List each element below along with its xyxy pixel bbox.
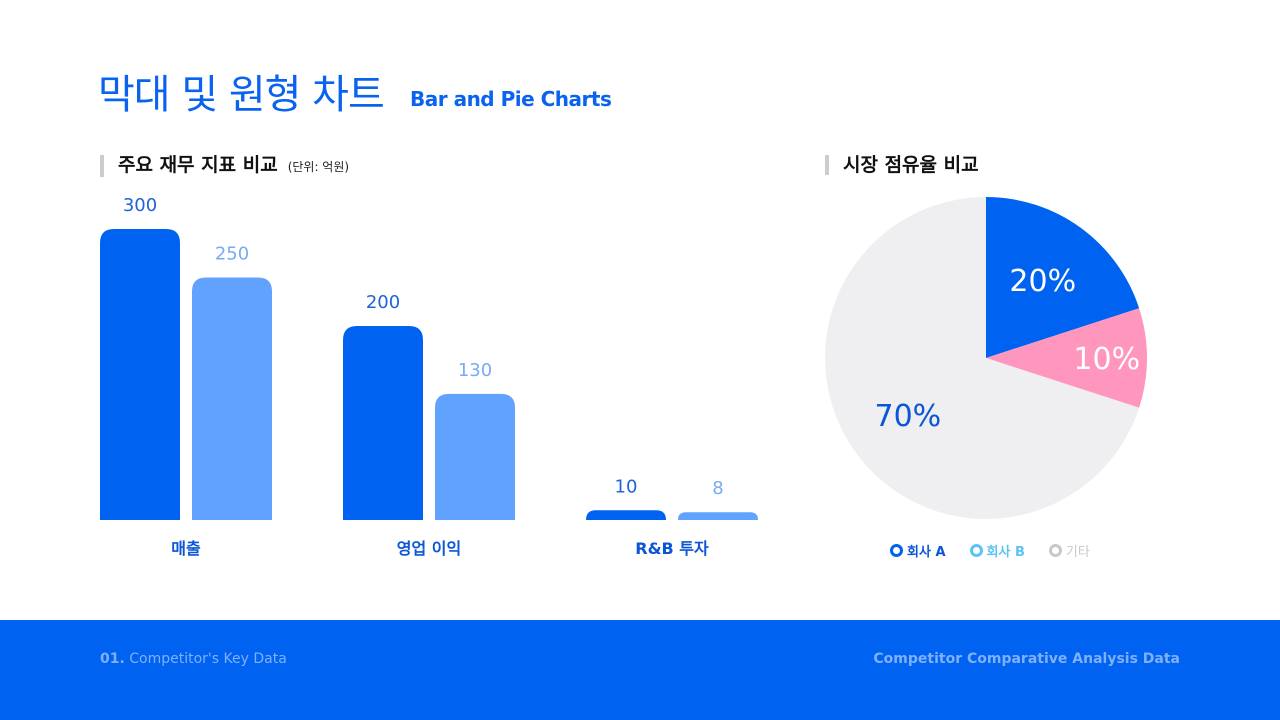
legend-item-b: 회사 B [969, 541, 1025, 560]
x-tick-label: 영업 이익 [397, 539, 461, 558]
bar-value-label: 130 [458, 360, 492, 381]
bar [678, 512, 758, 520]
pie-slice [986, 308, 1147, 408]
footer: 01. Competitor's Key Data Competitor Com… [0, 620, 1280, 720]
bar [343, 326, 423, 520]
page-title: 막대 및 원형 차트 [98, 72, 385, 118]
footer-left-text: Competitor's Key Data [129, 651, 287, 667]
bar [100, 229, 180, 520]
legend-dot-icon [969, 544, 983, 557]
bar [586, 510, 666, 520]
bar [435, 393, 515, 520]
pie-slice [825, 197, 1140, 520]
bar-value-label: 10 [615, 476, 638, 497]
legend-item-other: 기타 [1048, 541, 1090, 560]
footer-number: 01. [100, 651, 125, 667]
charts-svg: 300 250 매출 200 130 영업 이익 10 8 R&B 투자 20% 10% 70% [100, 195, 1147, 558]
bar-chart-title: 주요 재무 지표 비교 (단위: 억원) [100, 155, 349, 177]
bar-value-label: 300 [123, 195, 157, 216]
bar-value-label: 250 [215, 244, 249, 265]
bar-value-label: 200 [366, 292, 400, 313]
legend-label: 회사 A [907, 545, 946, 560]
pie-legend: 회사 A 회사 B 기타 [890, 541, 1090, 560]
legend-dot-icon [890, 544, 903, 557]
footer-left: 01. Competitor's Key Data [100, 651, 287, 667]
page-subtitle: Bar and Pie Charts [410, 87, 612, 111]
footer-right: Competitor Comparative Analysis Data [873, 651, 1180, 667]
legend-dot-icon [1048, 544, 1062, 557]
bar [192, 277, 272, 520]
legend-label: 회사 B [986, 545, 1025, 560]
x-tick-label: R&B 투자 [635, 539, 709, 558]
legend-label: 기타 [1065, 545, 1090, 560]
pie-slice-label: 20% [1009, 264, 1076, 299]
bar-value-label: 8 [712, 478, 723, 499]
x-tick-label: 매출 [171, 539, 201, 558]
pie-slice [986, 197, 1140, 358]
pie-chart-title: 시장 점유율 비교 [825, 155, 979, 175]
unit-label: (단위: 억원) [287, 160, 350, 174]
pie-slice-label: 70% [875, 399, 942, 434]
legend-item-a: 회사 A [890, 541, 946, 560]
bar-title-text: 주요 재무 지표 비교 [118, 154, 278, 176]
pie-slice-label: 10% [1073, 342, 1140, 377]
